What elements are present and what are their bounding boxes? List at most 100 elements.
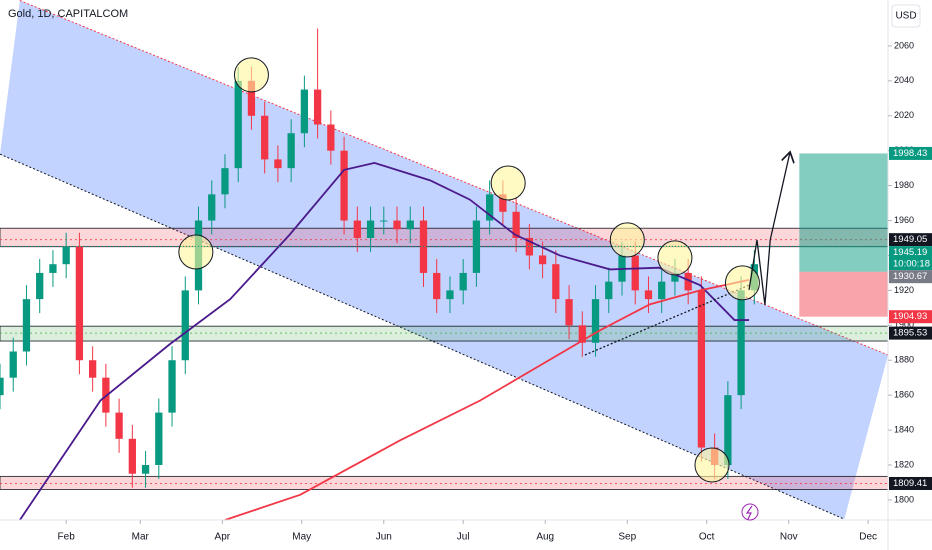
candle-body (433, 272, 441, 300)
candle-body (327, 124, 335, 151)
candle-body (300, 89, 309, 134)
candle-body (9, 351, 17, 378)
price-label-box (889, 310, 932, 324)
price-label: 1945.19 (893, 247, 927, 258)
trend-line (584, 284, 750, 356)
chart-title: Gold, 1D, CAPITALCOM (8, 8, 128, 20)
highlight-circle (178, 234, 214, 270)
y-tick-label: 1900 (894, 320, 914, 330)
candle-body (366, 220, 375, 238)
y-tick-label: 2060 (894, 40, 914, 50)
candle-body (313, 89, 322, 125)
y-tick-label: 1880 (894, 355, 914, 365)
plot-area (0, 0, 888, 520)
candle-body (22, 299, 31, 352)
candle-body (88, 360, 97, 378)
position-stop (799, 271, 888, 317)
candle-body (737, 290, 745, 396)
candle-body (234, 80, 242, 169)
highlight-circle (694, 447, 730, 483)
zone (0, 325, 889, 342)
highlight-circle (490, 165, 526, 201)
candle-body (525, 237, 533, 256)
y-tick-label: 1800 (894, 494, 914, 504)
y-tick-label: 1960 (894, 215, 914, 225)
candle-body (128, 438, 136, 474)
x-tick-label: Mar (132, 532, 150, 543)
zone (0, 227, 889, 248)
y-tick-label: 2020 (894, 110, 914, 120)
candle-body (380, 220, 388, 222)
candle-body (697, 290, 706, 448)
price-label-box (889, 476, 932, 490)
candle-body (287, 133, 295, 169)
y-tick-label: 2040 (894, 75, 914, 85)
y-tick-label: 1980 (894, 180, 914, 190)
price-label-box (889, 270, 932, 284)
candle-body (406, 220, 414, 230)
price-label-box (889, 146, 932, 160)
channel-fill (0, 0, 888, 520)
candle-body (684, 272, 692, 291)
candle-body (0, 377, 4, 396)
highlight-circle (609, 222, 645, 258)
currency: USD (895, 11, 916, 22)
x-tick-label: May (292, 532, 311, 543)
event-icon-bolt (745, 505, 753, 520)
channel-lower (0, 153, 845, 520)
candle-body (486, 194, 494, 221)
x-tick-label: Jul (457, 532, 470, 543)
candle-body (644, 290, 653, 300)
candle-body (393, 220, 401, 230)
candle-body (261, 115, 269, 160)
price-label-box (889, 326, 932, 340)
x-tick-label: Nov (780, 532, 798, 543)
candle-body (565, 299, 573, 326)
y-tick-label: 1840 (894, 424, 914, 434)
candle-body (512, 211, 520, 238)
moving-average (19, 161, 750, 521)
candle-body (605, 281, 613, 300)
candle-body (724, 395, 732, 465)
plot (0, 0, 889, 521)
candle-body (208, 194, 216, 221)
candle-body (221, 168, 229, 195)
candle-body (472, 220, 481, 273)
candle-body (141, 464, 150, 474)
x-tick-label: Apr (215, 532, 231, 543)
price-label: 1949.05 (893, 234, 927, 245)
candle-body (36, 272, 44, 300)
currency-box[interactable] (891, 4, 921, 28)
candle-body (155, 412, 163, 465)
highlight-circle (233, 57, 269, 93)
highlight-circle (657, 240, 693, 276)
x-tick-label: Oct (699, 532, 715, 543)
zone (0, 475, 889, 490)
candle-body (446, 290, 454, 300)
candle-body (247, 80, 256, 116)
candle-body (62, 246, 70, 265)
candle-body (115, 412, 123, 439)
price-label: 1930.67 (893, 271, 927, 282)
candle-body (168, 360, 176, 413)
price-label-box (889, 233, 932, 247)
candle-body (658, 281, 666, 300)
candle-body (353, 220, 361, 238)
countdown: 10:00:18 (893, 259, 930, 270)
candle-body (591, 299, 600, 343)
candle-body (49, 264, 57, 273)
price-label-box (889, 246, 932, 271)
y-tick-label: 1860 (894, 390, 914, 400)
y-tick-label: 1920 (894, 285, 914, 295)
x-tick-label: Jun (376, 532, 392, 543)
event-icon[interactable] (741, 503, 759, 521)
candle-body (499, 194, 507, 212)
candle-body (538, 255, 547, 265)
candle-body (459, 272, 467, 291)
price-label: 1904.93 (893, 311, 927, 322)
candle-body (631, 255, 639, 291)
projection-path (748, 152, 790, 305)
candle-body (552, 264, 560, 300)
price-label: 1895.53 (893, 328, 927, 339)
highlight-circle (724, 265, 760, 301)
